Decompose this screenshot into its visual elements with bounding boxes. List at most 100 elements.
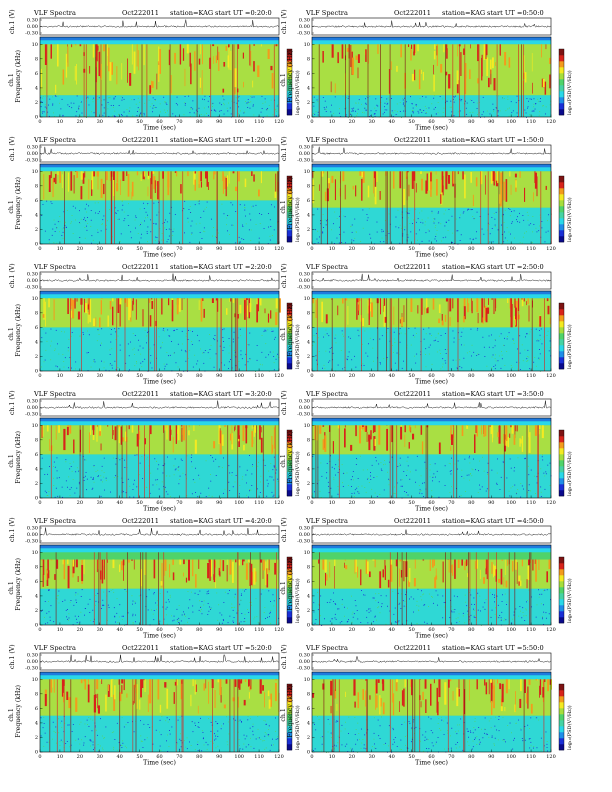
spectrogram-speckle (330, 737, 332, 738)
spectrogram-speckle (404, 491, 406, 492)
spectrogram-low-band (40, 454, 279, 498)
spectrogram-speckle (94, 361, 96, 363)
spectrogram-speckle (168, 601, 170, 603)
spectrogram-speckle (494, 224, 496, 226)
spectrogram-speckle (210, 730, 212, 732)
spectrogram-emission-streak (495, 62, 496, 66)
spectrogram-speckle (97, 593, 99, 594)
spectrogram-speckle (324, 219, 326, 221)
spectrogram-speckle (320, 497, 322, 498)
spectrogram-sferic-line (146, 44, 148, 117)
spectrogram-speckle (119, 344, 121, 346)
spectrogram-emission-streak (163, 425, 166, 431)
spectrogram-emission-streak (103, 559, 105, 580)
spectrogram-speckle (383, 489, 385, 491)
spectrogram-emission-streak (265, 561, 267, 586)
spectrogram-speckle (146, 231, 148, 233)
spectrogram-emission-streak (132, 300, 134, 311)
spectrogram-speckle (73, 102, 75, 104)
spectrogram-speckle (91, 488, 93, 490)
spectrogram-speckle (468, 736, 469, 738)
spectrogram-emission-streak (260, 44, 262, 47)
spectrogram-speckle (146, 335, 148, 337)
spectrogram-emission-streak (479, 569, 481, 580)
spectrogram-sferic-line (196, 44, 198, 117)
spectrogram-speckle (149, 727, 151, 728)
spectrogram-emission-streak (213, 574, 214, 580)
spectrogram-speckle (314, 113, 316, 115)
spectrogram-speckle (383, 744, 385, 745)
spectrogram-speckle (477, 609, 479, 611)
spectrogram-speckle (524, 349, 526, 351)
spectrogram-speckle (210, 720, 212, 722)
spectrogram-emission-streak (355, 55, 358, 60)
spectrogram-emission-streak (541, 44, 542, 58)
spectrogram-speckle (167, 456, 168, 458)
spectrogram-speckle (494, 358, 496, 360)
spectrogram-speckle (511, 211, 512, 212)
spectrogram-speckle (451, 727, 453, 729)
spectrogram-speckle (351, 359, 353, 361)
spectrogram-emission-streak (446, 48, 448, 59)
spectrogram-speckle (267, 243, 269, 244)
spectrogram-speckle (203, 737, 204, 739)
spectrogram-speckle (412, 112, 414, 114)
spectrogram-speckle (247, 361, 249, 363)
spectrogram-speckle (235, 211, 237, 212)
spectrogram-emission-streak (355, 185, 357, 197)
spectrogram-speckle (449, 470, 451, 472)
spectrogram-speckle (401, 479, 403, 481)
spectrogram-speckle (213, 366, 215, 368)
spectrogram-speckle (62, 231, 64, 233)
spectrogram-emission-streak (267, 313, 270, 323)
spectrogram-speckle (150, 472, 152, 474)
spectrogram-speckle (394, 607, 396, 609)
y-tick-label: 0 (307, 369, 310, 375)
spectrogram-speckle (164, 330, 165, 332)
spectrogram-speckle (501, 358, 503, 360)
spectrogram-emission-streak (245, 425, 248, 429)
spectrogram-speckle (494, 737, 496, 739)
spectrogram-speckle (399, 224, 401, 226)
spectrogram-speckle (271, 235, 273, 236)
spectrogram-speckle (202, 352, 203, 354)
spectrogram-emission-streak (513, 434, 516, 445)
spectrogram-speckle (75, 739, 77, 741)
spectrogram-emission-streak (361, 178, 363, 201)
colorbar-segment (559, 430, 564, 437)
spectrogram-emission-streak (43, 298, 45, 320)
spectrogram-speckle (119, 604, 121, 606)
spectrogram-sferic-line (163, 425, 165, 498)
spectrogram-speckle (260, 739, 262, 740)
spectrogram-emission-streak (150, 178, 152, 199)
spectrogram-speckle (270, 611, 271, 613)
spectrogram-speckle (369, 337, 371, 339)
spectrogram-speckle (445, 236, 447, 238)
spectrogram-speckle (175, 468, 177, 470)
spectrogram-speckle (542, 616, 543, 618)
spectrogram-emission-streak (219, 428, 221, 444)
spectrogram-emission-streak (126, 298, 128, 307)
spectrogram-speckle (323, 107, 325, 108)
spectrogram-speckle (152, 743, 154, 745)
spectrogram-speckle (88, 352, 89, 353)
colorbar-segment (287, 581, 292, 588)
spectrogram-speckle (240, 354, 242, 356)
spectrogram-emission-streak (501, 559, 503, 561)
spectrogram-emission-streak (256, 304, 258, 323)
spectrogram-speckle (317, 242, 319, 244)
spectrogram-emission-streak (480, 171, 483, 185)
spectrogram-speckle (46, 340, 48, 342)
spectrogram-speckle (221, 203, 223, 205)
spectrogram-speckle (538, 114, 540, 116)
spectrogram-speckle (74, 615, 76, 617)
colorbar-segment (287, 587, 292, 594)
spectrogram-emission-streak (61, 679, 64, 697)
spectrogram-speckle (270, 226, 272, 227)
spectrogram-speckle (140, 237, 142, 239)
spectrogram-speckle (370, 115, 371, 117)
spectrogram-emission-streak (440, 64, 443, 73)
spectrogram-speckle (97, 202, 99, 204)
spectrogram-speckle (61, 741, 63, 743)
spectrogram-speckle (509, 215, 511, 217)
